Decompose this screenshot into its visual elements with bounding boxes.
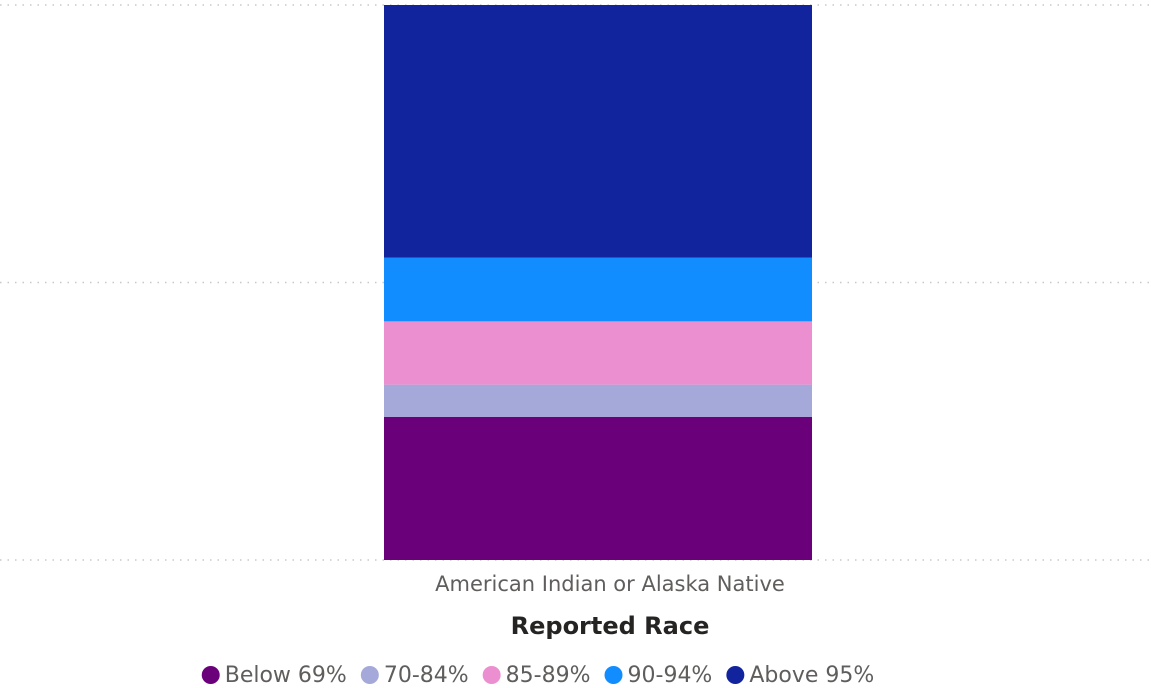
legend-marker — [482, 666, 501, 684]
legend: Below 69% 70-84% 85-89% 90-94% Above 95% — [201, 663, 874, 688]
bar-segment — [384, 5, 812, 258]
bar-segment — [384, 416, 812, 560]
bar-segment — [384, 321, 812, 385]
legend-label: Below 69% — [225, 663, 347, 688]
legend-marker — [360, 666, 379, 684]
legend-marker — [604, 666, 623, 684]
legend-label: 85-89% — [506, 663, 591, 688]
legend-marker — [201, 666, 220, 684]
legend-label: 90-94% — [628, 663, 713, 688]
legend-marker — [726, 666, 745, 684]
legend-label: 70-84% — [384, 663, 469, 688]
x-axis-title: Reported Race — [511, 612, 710, 640]
legend-label: Above 95% — [749, 663, 874, 688]
x-tick-label: American Indian or Alaska Native — [435, 572, 785, 596]
bar-segment — [384, 384, 812, 417]
bar-segment — [384, 257, 812, 322]
